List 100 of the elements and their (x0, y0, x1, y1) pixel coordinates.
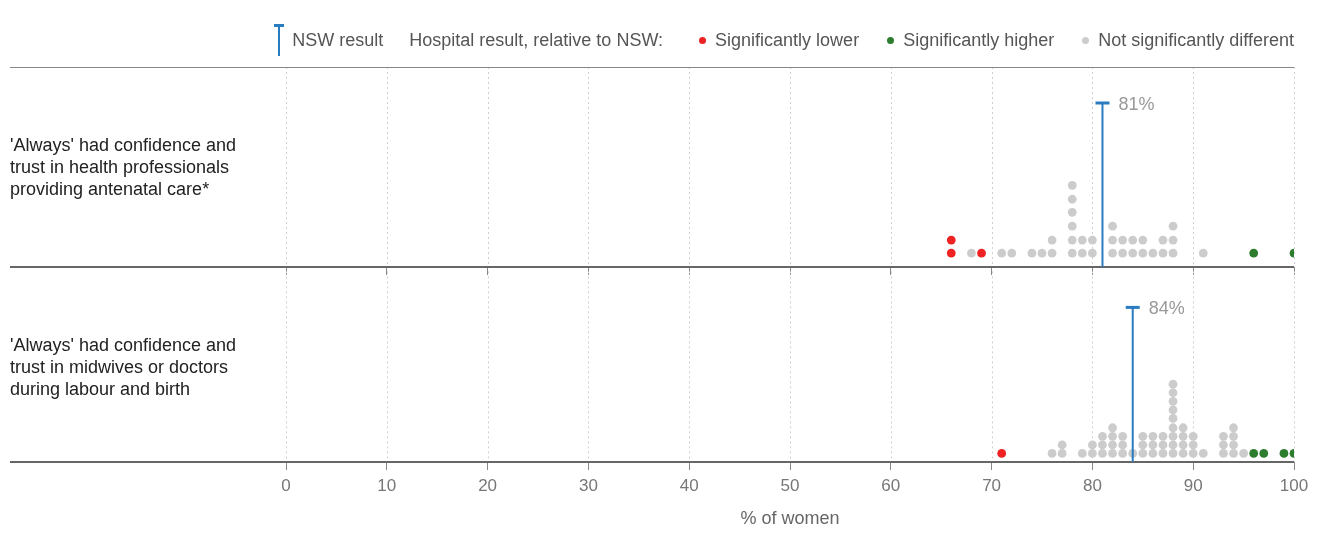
x-tick-label: 10 (377, 475, 397, 495)
point (1239, 449, 1248, 458)
point (1158, 431, 1168, 441)
point (1168, 221, 1178, 231)
point (1219, 440, 1228, 450)
point (1077, 449, 1087, 458)
x-tick-label: 20 (478, 475, 498, 495)
point (1118, 449, 1128, 458)
point (1188, 431, 1198, 441)
point (997, 449, 1007, 458)
point (1118, 248, 1128, 258)
point (1138, 440, 1148, 450)
point (1279, 449, 1289, 458)
point (1148, 431, 1158, 441)
point (1108, 235, 1117, 245)
point (1168, 379, 1178, 389)
point (1138, 248, 1148, 258)
point (1138, 235, 1148, 245)
point (1088, 449, 1097, 458)
point (1037, 248, 1047, 258)
point (1067, 235, 1077, 245)
point (1188, 440, 1198, 450)
ref-line-label: 81% (1118, 93, 1155, 114)
point (1219, 431, 1228, 441)
point (1047, 248, 1057, 258)
legend-label: Significantly higher (903, 29, 1055, 51)
point (1077, 235, 1087, 245)
point (1108, 423, 1117, 433)
point (1219, 449, 1228, 458)
point (1067, 180, 1077, 190)
point (1229, 440, 1238, 450)
point (1027, 248, 1037, 258)
x-tick-label: 40 (679, 475, 699, 495)
point (1108, 248, 1117, 258)
point (967, 248, 976, 258)
x-tick-label: 100 (1279, 475, 1309, 495)
point (1168, 440, 1178, 450)
x-tick-label: 60 (881, 475, 901, 495)
x-tick-label: 80 (1082, 475, 1102, 495)
point (1168, 431, 1178, 441)
point (1229, 431, 1238, 441)
point (1128, 235, 1138, 245)
point (1118, 431, 1128, 441)
point (1178, 440, 1188, 450)
point (1168, 405, 1178, 415)
point (1148, 440, 1158, 450)
point (1198, 248, 1208, 258)
x-tick-label: 70 (982, 475, 1002, 495)
point (1188, 449, 1198, 458)
point (1007, 248, 1017, 258)
point (946, 248, 956, 258)
point (1229, 449, 1238, 458)
point (1138, 431, 1148, 441)
point (946, 235, 956, 245)
point (1057, 449, 1067, 458)
point (1158, 248, 1168, 258)
point (1259, 449, 1269, 458)
point (1067, 248, 1077, 258)
point (1148, 248, 1158, 258)
point (1057, 440, 1067, 450)
point (1168, 414, 1178, 423)
point (1067, 194, 1077, 204)
point (1178, 431, 1188, 441)
point (1168, 396, 1178, 406)
point (1168, 235, 1178, 245)
x-tick-label: 30 (578, 475, 598, 495)
point (1108, 440, 1117, 450)
point (1118, 440, 1128, 450)
point (1148, 449, 1158, 458)
point (1098, 449, 1107, 458)
point (1047, 449, 1057, 458)
point (1198, 449, 1208, 458)
point (1229, 423, 1238, 433)
y-axis-title: 'Always' had confidence and trust in health professionals providing antenatal care* (10, 133, 238, 200)
point (1249, 449, 1259, 458)
point (1098, 440, 1107, 450)
point (1168, 388, 1178, 398)
x-tick-label: 0 (281, 475, 291, 495)
point (1158, 449, 1168, 458)
point (1178, 449, 1188, 458)
point (1168, 423, 1178, 433)
ref-line-label: 84% (1148, 298, 1185, 319)
x-tick-label: 50 (780, 475, 800, 495)
point (1077, 248, 1087, 258)
point (1168, 449, 1178, 458)
point (1158, 440, 1168, 450)
point (1088, 440, 1097, 450)
point (1108, 431, 1117, 441)
point (1067, 221, 1077, 231)
point (1108, 449, 1117, 458)
legend-label: Not significantly different (1098, 29, 1294, 51)
point (1047, 235, 1057, 245)
point (1168, 248, 1178, 258)
point (1088, 248, 1097, 258)
point (977, 248, 986, 258)
text: NSW result (292, 29, 384, 51)
point (1098, 431, 1107, 441)
point (1067, 207, 1077, 217)
x-axis-title: % of women (740, 508, 840, 529)
point (1118, 235, 1128, 245)
